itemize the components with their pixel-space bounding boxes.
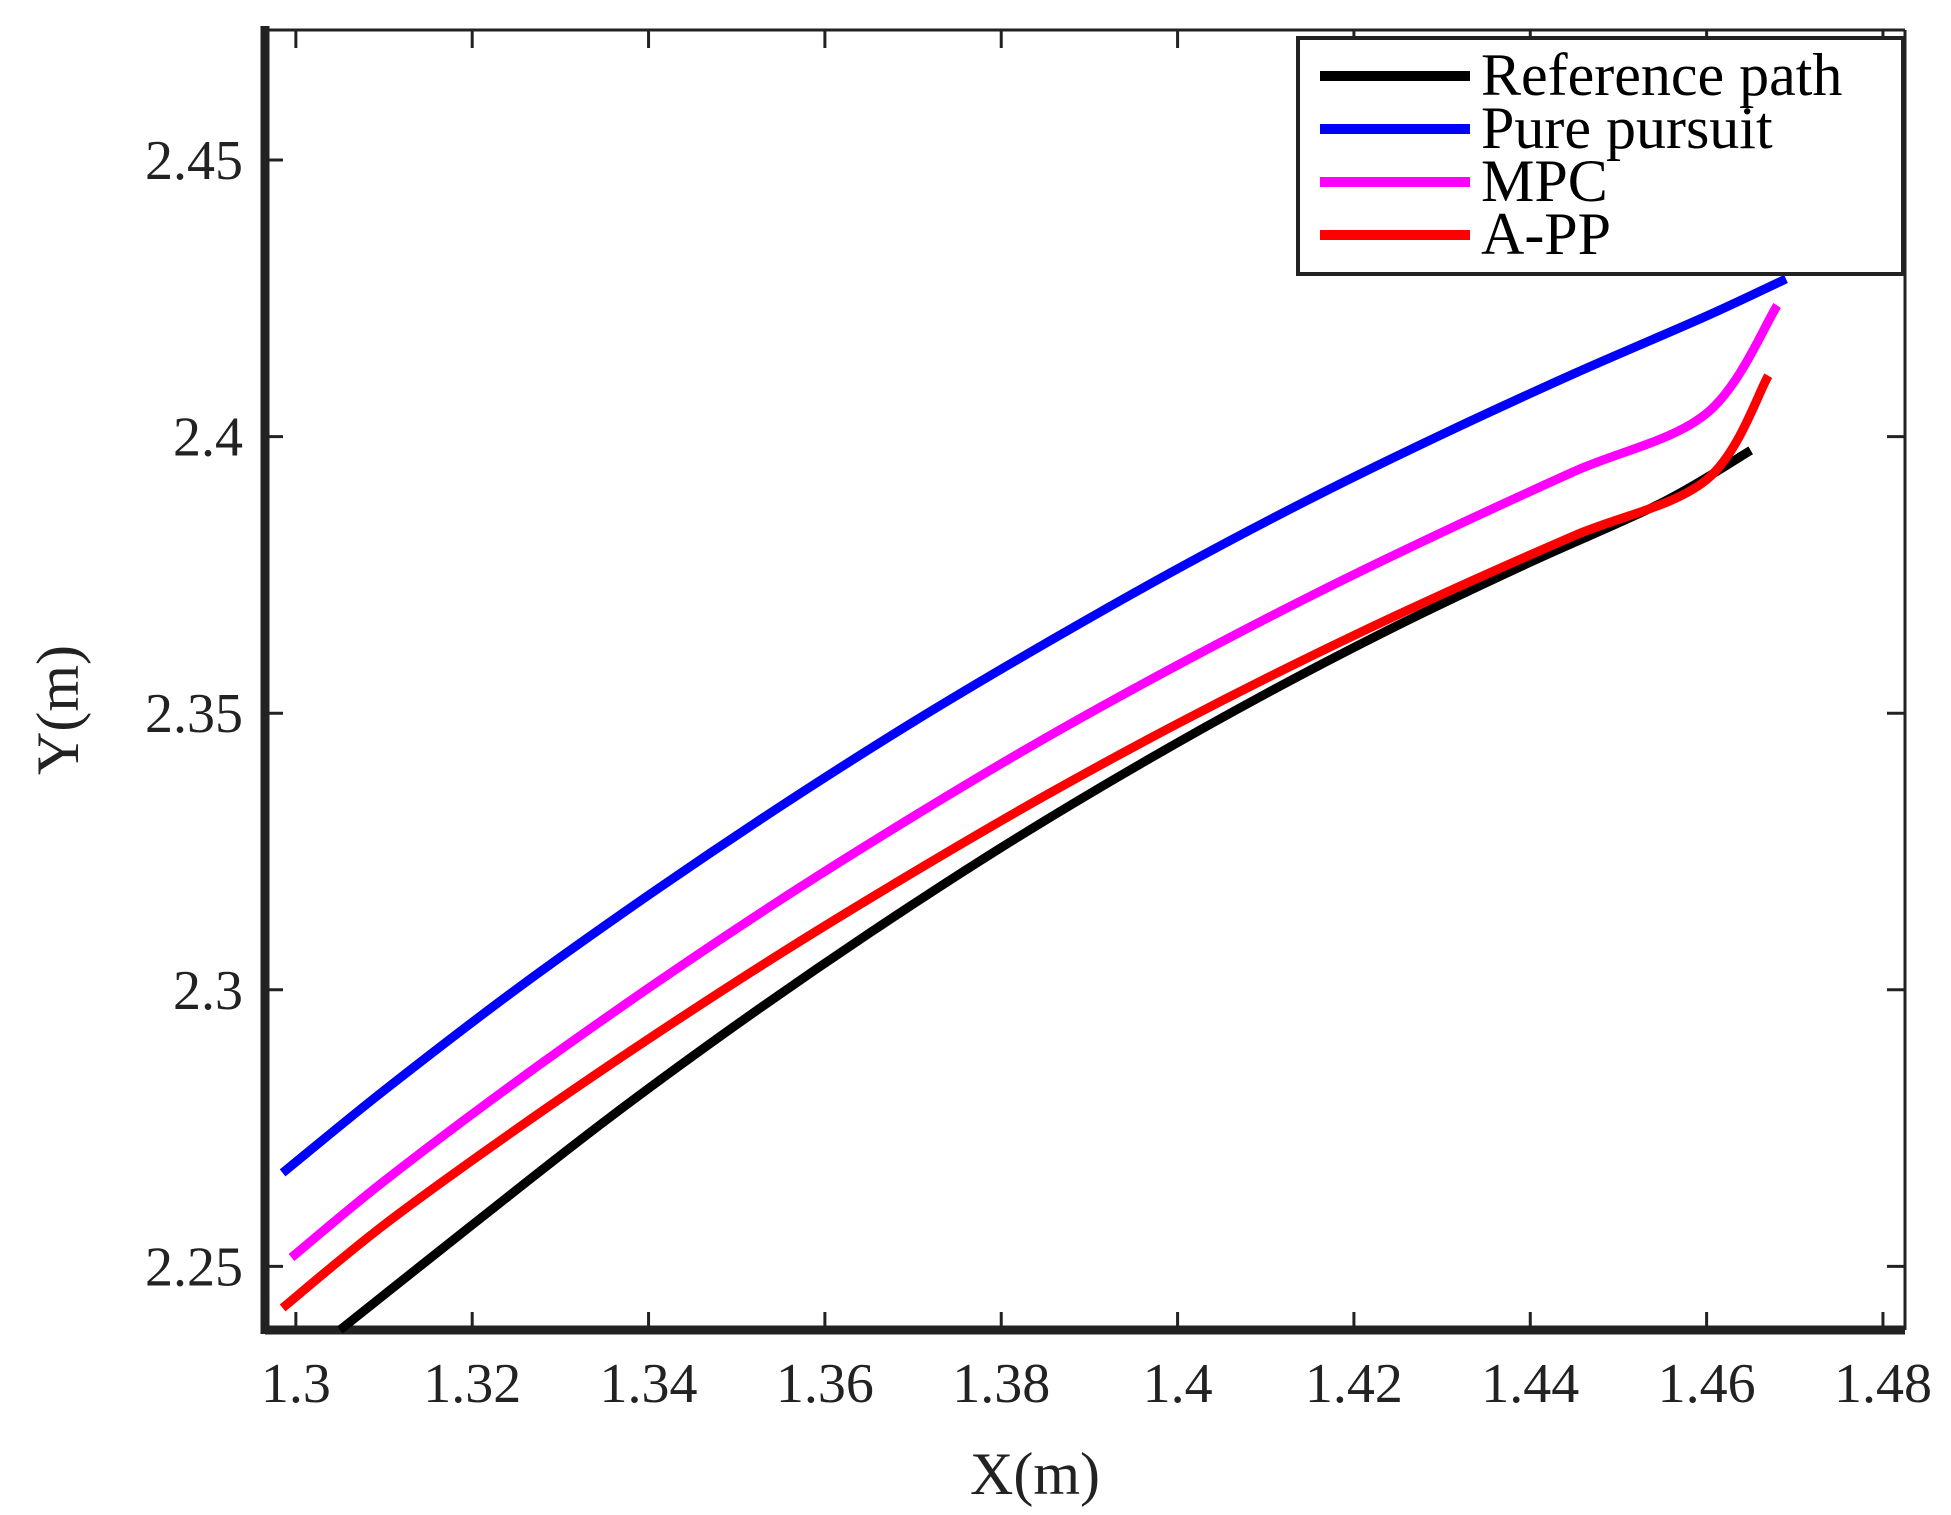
series-line-a-pp (279, 373, 1773, 1312)
series-group (279, 274, 1788, 1334)
y-axis-label: Y(m) (25, 645, 91, 775)
series-line-mpc (288, 303, 1782, 1261)
legend-label-mpc: MPC (1481, 148, 1608, 214)
x-tick-label: 1.3 (261, 1353, 331, 1415)
x-tick-label: 1.4 (1143, 1353, 1213, 1415)
x-axis-label: X(m) (970, 1441, 1100, 1507)
legend-label-a-pp: A-PP (1481, 201, 1611, 267)
x-tick-label: 1.42 (1305, 1353, 1403, 1415)
x-tick-label: 1.44 (1481, 1353, 1579, 1415)
legend-label-pure-pursuit: Pure pursuit (1481, 95, 1773, 161)
x-tick-label: 1.38 (952, 1353, 1050, 1415)
y-tick-label: 2.35 (145, 683, 243, 745)
x-tick-label: 1.34 (600, 1353, 698, 1415)
y-tick-label: 2.3 (173, 960, 243, 1022)
x-tick-label: 1.46 (1658, 1353, 1756, 1415)
series-line-reference-path (337, 446, 1753, 1334)
x-tick-label: 1.36 (776, 1353, 874, 1415)
series-line-pure-pursuit (279, 274, 1788, 1177)
ticks-group: 1.3 1.32 1.34 1.36 1.38 1.4 1.42 1.44 1.46 1.48 2.… (145, 30, 1932, 1415)
y-tick-label: 2.25 (145, 1236, 243, 1298)
x-tick-label: 1.48 (1834, 1353, 1932, 1415)
x-tick-label: 1.32 (423, 1353, 521, 1415)
legend-label-reference-path: Reference path (1481, 42, 1842, 108)
y-tick-label: 2.45 (145, 130, 243, 192)
y-tick-label: 2.4 (173, 407, 243, 469)
